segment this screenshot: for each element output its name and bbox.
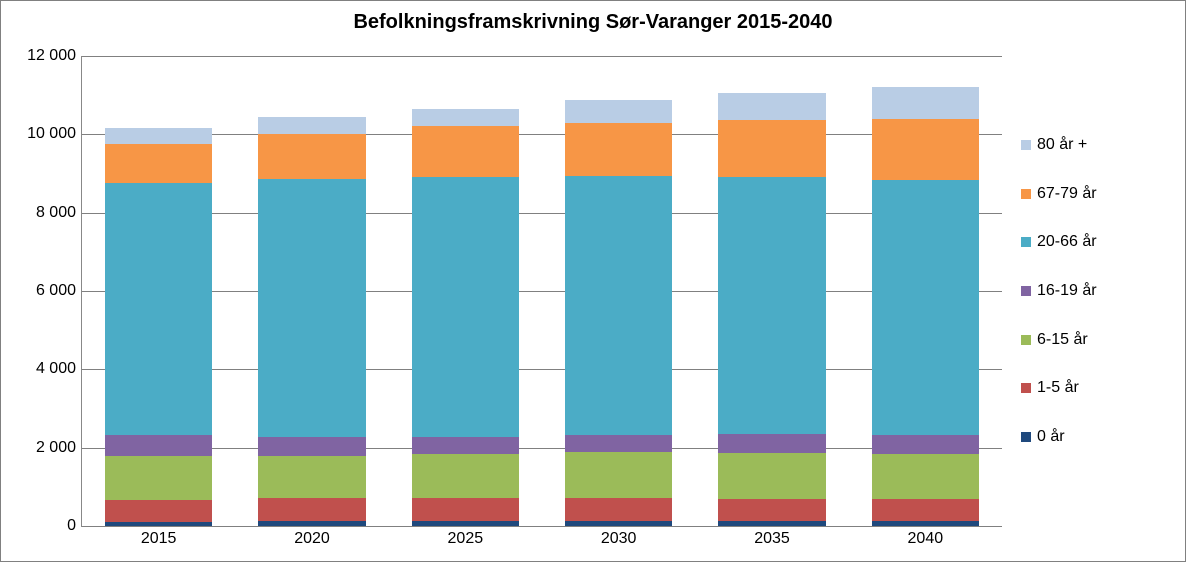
bar-segment	[565, 498, 672, 521]
legend-item: 16-19 år	[1021, 282, 1097, 300]
bar-segment	[258, 117, 365, 134]
legend-item: 1-5 år	[1021, 379, 1097, 397]
legend-item: 80 år +	[1021, 136, 1097, 154]
gridline	[82, 526, 1002, 527]
bar-segment	[718, 434, 825, 453]
legend-swatch	[1021, 383, 1031, 393]
bar-segment	[565, 100, 672, 122]
legend-label: 6-15 år	[1037, 331, 1088, 349]
bar-segment	[258, 437, 365, 455]
bar	[412, 109, 519, 526]
legend-item: 67-79 år	[1021, 185, 1097, 203]
gridline	[82, 369, 1002, 370]
bar-segment	[412, 126, 519, 177]
legend-label: 67-79 år	[1037, 185, 1097, 203]
legend: 80 år + 67-79 år 20-66 år 16-19 år 6-15 år 1-…	[1021, 121, 1097, 461]
legend-label: 20-66 år	[1037, 233, 1097, 251]
y-tick-label: 12 000	[27, 47, 82, 65]
x-tick-label: 2015	[141, 526, 177, 548]
legend-label: 0 år	[1037, 428, 1065, 446]
bar-segment	[105, 144, 212, 183]
bar-segment	[565, 521, 672, 526]
bar-segment	[105, 500, 212, 522]
bar-segment	[872, 180, 979, 435]
bar-segment	[565, 435, 672, 452]
bar-segment	[412, 498, 519, 522]
bar-segment	[565, 176, 672, 436]
bar-segment	[872, 119, 979, 180]
bar-segment	[565, 452, 672, 498]
bar-segment	[105, 435, 212, 455]
legend-swatch	[1021, 189, 1031, 199]
bar-segment	[258, 456, 365, 499]
bar-segment	[105, 456, 212, 500]
legend-label: 80 år +	[1037, 136, 1087, 154]
bar-segment	[872, 521, 979, 526]
legend-swatch	[1021, 140, 1031, 150]
bar-segment	[412, 437, 519, 454]
legend-swatch	[1021, 432, 1031, 442]
bar-segment	[412, 177, 519, 437]
bar	[258, 117, 365, 526]
x-tick-label: 2025	[448, 526, 484, 548]
bar-segment	[258, 498, 365, 521]
bar-segment	[258, 521, 365, 526]
legend-item: 6-15 år	[1021, 331, 1097, 349]
bar-segment	[412, 109, 519, 127]
legend-label: 1-5 år	[1037, 379, 1079, 397]
gridline	[82, 134, 1002, 135]
legend-item: 0 år	[1021, 428, 1097, 446]
bar-segment	[872, 87, 979, 119]
gridline	[82, 448, 1002, 449]
x-tick-label: 2040	[908, 526, 944, 548]
bar-segment	[105, 128, 212, 144]
chart-container: Befolkningsframskrivning Sør-Varanger 20…	[0, 0, 1186, 562]
gridline	[82, 291, 1002, 292]
bar-segment	[872, 454, 979, 499]
bar-segment	[872, 435, 979, 454]
bar-segment	[718, 177, 825, 434]
plot-area: 02 0004 0006 0008 00010 00012 0002015202…	[81, 56, 1002, 527]
bar	[565, 100, 672, 526]
bar-segment	[105, 183, 212, 435]
bar	[105, 128, 212, 526]
bar-segment	[872, 499, 979, 521]
gridline	[82, 56, 1002, 57]
bar-segment	[718, 93, 825, 120]
y-tick-label: 0	[67, 517, 82, 535]
y-tick-label: 2 000	[36, 439, 82, 457]
y-tick-label: 10 000	[27, 125, 82, 143]
bar	[718, 93, 825, 526]
legend-swatch	[1021, 335, 1031, 345]
x-tick-label: 2030	[601, 526, 637, 548]
bar-segment	[718, 499, 825, 521]
bar-segment	[258, 134, 365, 179]
y-tick-label: 8 000	[36, 204, 82, 222]
legend-swatch	[1021, 237, 1031, 247]
x-tick-label: 2035	[754, 526, 790, 548]
legend-label: 16-19 år	[1037, 282, 1097, 300]
gridline	[82, 213, 1002, 214]
bar	[872, 87, 979, 526]
bar-segment	[412, 521, 519, 526]
bar-segment	[412, 454, 519, 498]
bar-segment	[105, 522, 212, 526]
y-tick-label: 6 000	[36, 282, 82, 300]
bar-segment	[718, 120, 825, 178]
bar-segment	[565, 123, 672, 176]
x-tick-label: 2020	[294, 526, 330, 548]
bar-segment	[258, 179, 365, 438]
bar-segment	[718, 521, 825, 526]
legend-swatch	[1021, 286, 1031, 296]
chart-title: Befolkningsframskrivning Sør-Varanger 20…	[1, 11, 1185, 34]
y-tick-label: 4 000	[36, 360, 82, 378]
legend-item: 20-66 år	[1021, 233, 1097, 251]
bar-segment	[718, 453, 825, 499]
